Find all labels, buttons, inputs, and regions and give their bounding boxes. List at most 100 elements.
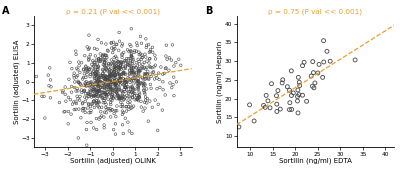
Point: [112, 83, 118, 86]
Point: [147, 66, 154, 69]
Point: [112, 122, 119, 125]
Point: [108, 88, 114, 91]
Point: [310, 60, 316, 63]
Point: [112, 79, 118, 82]
Point: [112, 81, 118, 84]
Point: [146, 65, 153, 68]
Point: [168, 59, 174, 62]
Point: [90, 88, 96, 91]
Point: [127, 43, 133, 46]
Point: [110, 41, 116, 44]
Point: [262, 106, 268, 109]
Point: [106, 63, 112, 65]
Point: [120, 51, 127, 54]
Point: [83, 66, 89, 68]
Point: [154, 77, 160, 79]
Point: [236, 125, 242, 128]
Point: [116, 88, 122, 91]
Point: [108, 47, 115, 49]
Point: [124, 61, 131, 64]
Point: [128, 59, 134, 62]
Point: [94, 88, 100, 91]
Point: [148, 75, 154, 78]
Point: [117, 83, 123, 86]
Point: [93, 128, 100, 131]
Point: [88, 73, 94, 76]
Point: [96, 77, 102, 80]
Point: [130, 58, 136, 61]
Point: [118, 73, 124, 76]
Point: [94, 48, 100, 51]
Point: [87, 53, 94, 56]
Point: [113, 88, 119, 91]
Point: [123, 105, 130, 108]
Point: [136, 71, 142, 74]
Point: [102, 91, 108, 94]
Point: [99, 82, 106, 84]
Point: [112, 74, 118, 77]
Point: [114, 109, 120, 112]
Point: [48, 86, 54, 88]
Point: [95, 68, 101, 71]
Point: [308, 75, 314, 77]
Point: [294, 100, 301, 102]
Point: [164, 58, 170, 61]
Point: [136, 51, 142, 54]
Point: [109, 72, 115, 75]
Point: [112, 76, 119, 79]
Point: [108, 75, 114, 78]
Point: [163, 66, 169, 69]
Point: [80, 109, 86, 112]
Point: [46, 66, 53, 69]
Point: [105, 76, 111, 79]
Point: [88, 109, 94, 112]
Point: [99, 91, 106, 94]
Point: [75, 81, 82, 84]
Point: [102, 101, 108, 104]
Point: [130, 79, 137, 82]
Point: [90, 127, 97, 129]
Point: [80, 90, 87, 93]
Point: [92, 55, 98, 57]
Point: [105, 83, 112, 86]
Point: [109, 93, 116, 96]
Point: [92, 82, 98, 84]
Point: [144, 73, 150, 76]
Point: [102, 74, 109, 77]
Point: [106, 71, 112, 74]
Point: [138, 58, 144, 61]
Point: [132, 75, 138, 78]
Point: [41, 95, 47, 98]
Point: [324, 50, 330, 53]
Point: [104, 94, 110, 97]
Point: [119, 110, 126, 112]
Point: [95, 75, 102, 78]
Point: [140, 84, 147, 87]
Point: [84, 144, 90, 147]
Point: [88, 96, 95, 98]
Point: [131, 95, 138, 97]
Point: [62, 86, 68, 88]
Point: [144, 97, 150, 100]
Point: [84, 82, 91, 85]
Point: [142, 73, 148, 76]
Point: [150, 71, 156, 74]
Point: [99, 96, 106, 99]
Point: [109, 109, 115, 111]
Point: [95, 38, 101, 41]
Point: [75, 80, 81, 83]
Point: [95, 85, 101, 88]
Point: [121, 98, 127, 100]
Point: [104, 84, 110, 86]
Point: [137, 35, 144, 38]
Point: [93, 102, 99, 105]
Point: [95, 79, 101, 82]
Point: [119, 79, 126, 82]
Point: [76, 108, 82, 110]
Point: [112, 65, 118, 67]
Point: [146, 78, 152, 81]
Point: [83, 70, 89, 72]
Point: [71, 100, 77, 103]
Point: [84, 121, 90, 124]
Point: [327, 60, 334, 63]
